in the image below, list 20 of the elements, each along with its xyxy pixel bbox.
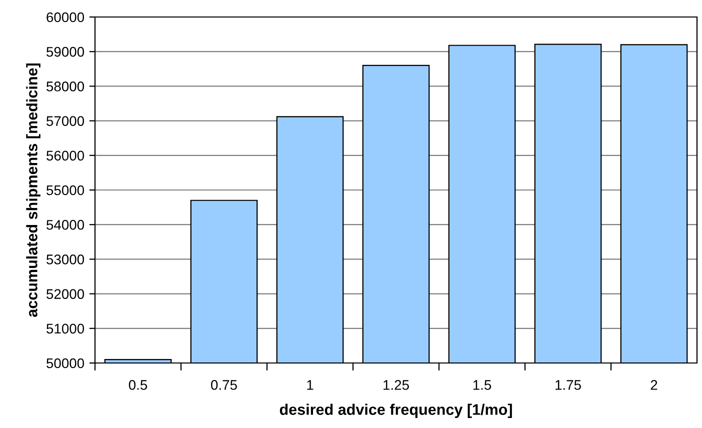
y-tick-label: 55000 xyxy=(46,185,84,196)
x-tick-label: 1.25 xyxy=(384,380,409,390)
x-tick-label: 0.75 xyxy=(211,380,237,390)
y-axis-title: accumulated shipments [medicine] xyxy=(26,64,40,317)
y-tick-label: 53000 xyxy=(46,254,84,264)
y-tick-label: 57000 xyxy=(46,116,84,126)
x-tick-label: 1 xyxy=(307,380,314,390)
x-tick-label: 1.75 xyxy=(556,380,581,390)
y-tick-label: 52000 xyxy=(46,289,84,299)
y-tick-label: 56000 xyxy=(46,150,84,161)
x-axis-title: desired advice frequency [1/mo] xyxy=(280,404,512,418)
x-tick-label: 1.5 xyxy=(473,380,492,390)
x-tick-label: 2 xyxy=(650,380,658,390)
y-tick-label: 59000 xyxy=(46,46,84,57)
y-tick-label: 58000 xyxy=(46,82,84,92)
y-tick-label: 54000 xyxy=(46,220,84,230)
y-tick-label: 50000 xyxy=(46,358,84,368)
y-tick-label: 60000 xyxy=(46,12,84,22)
x-tick-label: 0.5 xyxy=(128,380,148,390)
y-tick-label: 51000 xyxy=(46,324,84,334)
